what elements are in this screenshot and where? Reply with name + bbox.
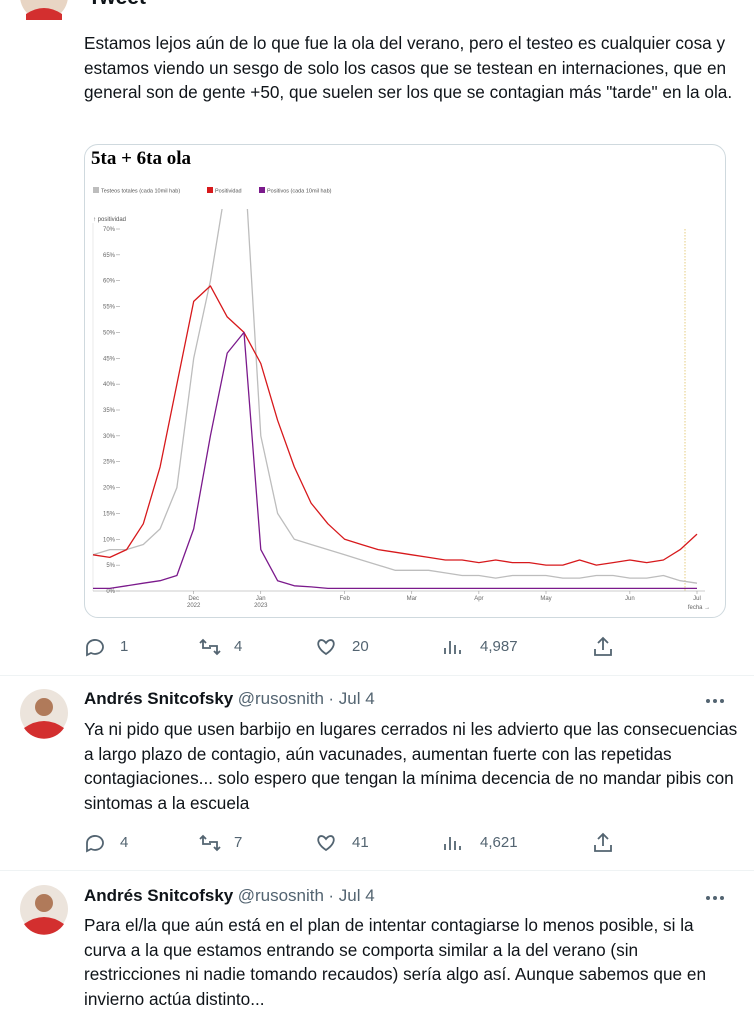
author-name[interactable]: Andrés Snitcofsky	[84, 689, 234, 708]
line-series	[93, 331, 697, 590]
tweet-header: Andrés Snitcofsky @rusosnith · Jul 4	[84, 689, 375, 709]
y-tick-label: 55%	[103, 305, 116, 311]
likes-count: 20	[352, 638, 369, 655]
line-series	[92, 285, 698, 566]
x-axis-label: fecha →	[687, 605, 711, 611]
y-tick-label: 25%	[103, 460, 116, 466]
stat-icons	[86, 636, 612, 853]
x-tick-label: Jul	[693, 596, 701, 602]
legend-label: Positividad	[215, 189, 242, 195]
avatar[interactable]	[20, 689, 68, 739]
author-handle[interactable]: @rusosnith	[237, 689, 324, 708]
header-title: Tweet	[88, 0, 146, 10]
y-tick-label: 45%	[103, 356, 116, 362]
tweet-text: Ya ni pido que usen barbijo en lugares c…	[84, 719, 738, 813]
separator	[0, 870, 754, 871]
likes-icon[interactable]	[317, 639, 335, 656]
x-tick-label: Feb	[339, 596, 350, 602]
legend-label: Positivos (cada 10mil hab)	[267, 189, 332, 195]
x-tick-label: Apr	[474, 596, 484, 602]
y-tick-label: 50%	[103, 330, 116, 336]
tweet-header: Andrés Snitcofsky @rusosnith · Jul 4	[84, 886, 375, 906]
y-tick-label: 35%	[103, 408, 116, 414]
replies-count: 4	[120, 834, 129, 851]
author-name[interactable]: Andrés Snitcofsky	[84, 886, 234, 905]
y-tick-label: 0%	[106, 589, 115, 595]
tweet-text: Estamos lejos aún de lo que fue la ola d…	[84, 33, 733, 103]
y-tick-label: 30%	[103, 434, 116, 440]
x-tick-label: Jun	[625, 596, 635, 602]
more-button[interactable]	[706, 896, 724, 900]
author-handle[interactable]: @rusosnith	[237, 886, 324, 905]
y-tick-label: 60%	[103, 279, 116, 285]
chart-card[interactable]: 5ta + 6ta ola ↑ positividad 0% 5% 10% 15% 20…	[84, 144, 726, 618]
retweets-icon[interactable]	[199, 638, 221, 656]
share-icon[interactable]	[594, 832, 612, 852]
views-count: 4,621	[480, 834, 518, 851]
tweet-date[interactable]: · Jul 4	[328, 886, 375, 905]
views-icon[interactable]	[444, 837, 461, 850]
likes-icon[interactable]	[317, 835, 335, 852]
chart: 5ta + 6ta ola ↑ positividad 0% 5% 10% 15% 20…	[91, 148, 705, 595]
likes-count: 41	[352, 834, 369, 851]
x-tick-label: Jan 2023	[254, 596, 268, 609]
tweet-date[interactable]: · Jul 4	[328, 689, 375, 708]
y-tick-label: 65%	[103, 253, 116, 259]
y-tick-label: 15%	[103, 511, 116, 517]
legend-swatch	[93, 187, 99, 193]
tweet-text: Para el/la que aún está en el plan de in…	[84, 915, 706, 1009]
line-series	[92, 209, 698, 584]
separator	[0, 675, 754, 676]
y-tick-label: 10%	[103, 537, 116, 543]
retweets-count: 4	[234, 638, 243, 655]
x-tick-label: Mar	[406, 596, 417, 602]
y-tick-label: 20%	[103, 486, 116, 492]
views-icon[interactable]	[444, 641, 461, 654]
legend-swatch	[259, 187, 265, 193]
legend-label: Testeos totales (cada 10mil hab)	[101, 189, 180, 195]
x-tick-label: May	[540, 596, 552, 602]
y-tick-label: 70%	[103, 227, 116, 233]
y-tick-label: 40%	[103, 382, 116, 388]
more-button[interactable]	[706, 699, 724, 703]
share-icon[interactable]	[594, 636, 612, 656]
y-axis-label: ↑ positividad	[93, 217, 126, 223]
avatar-shirt	[26, 8, 62, 20]
retweets-icon[interactable]	[199, 834, 221, 852]
retweets-count: 7	[234, 834, 243, 851]
avatar[interactable]	[20, 885, 68, 935]
x-tick-label: Dec 2022	[186, 596, 201, 609]
replies-count: 1	[120, 638, 129, 655]
replies-icon[interactable]	[86, 835, 104, 853]
legend-swatch	[207, 187, 213, 193]
replies-icon[interactable]	[86, 639, 104, 657]
y-tick-label: 5%	[106, 563, 115, 569]
chart-title: 5ta + 6ta ola	[91, 148, 192, 169]
views-count: 4,987	[480, 638, 518, 655]
